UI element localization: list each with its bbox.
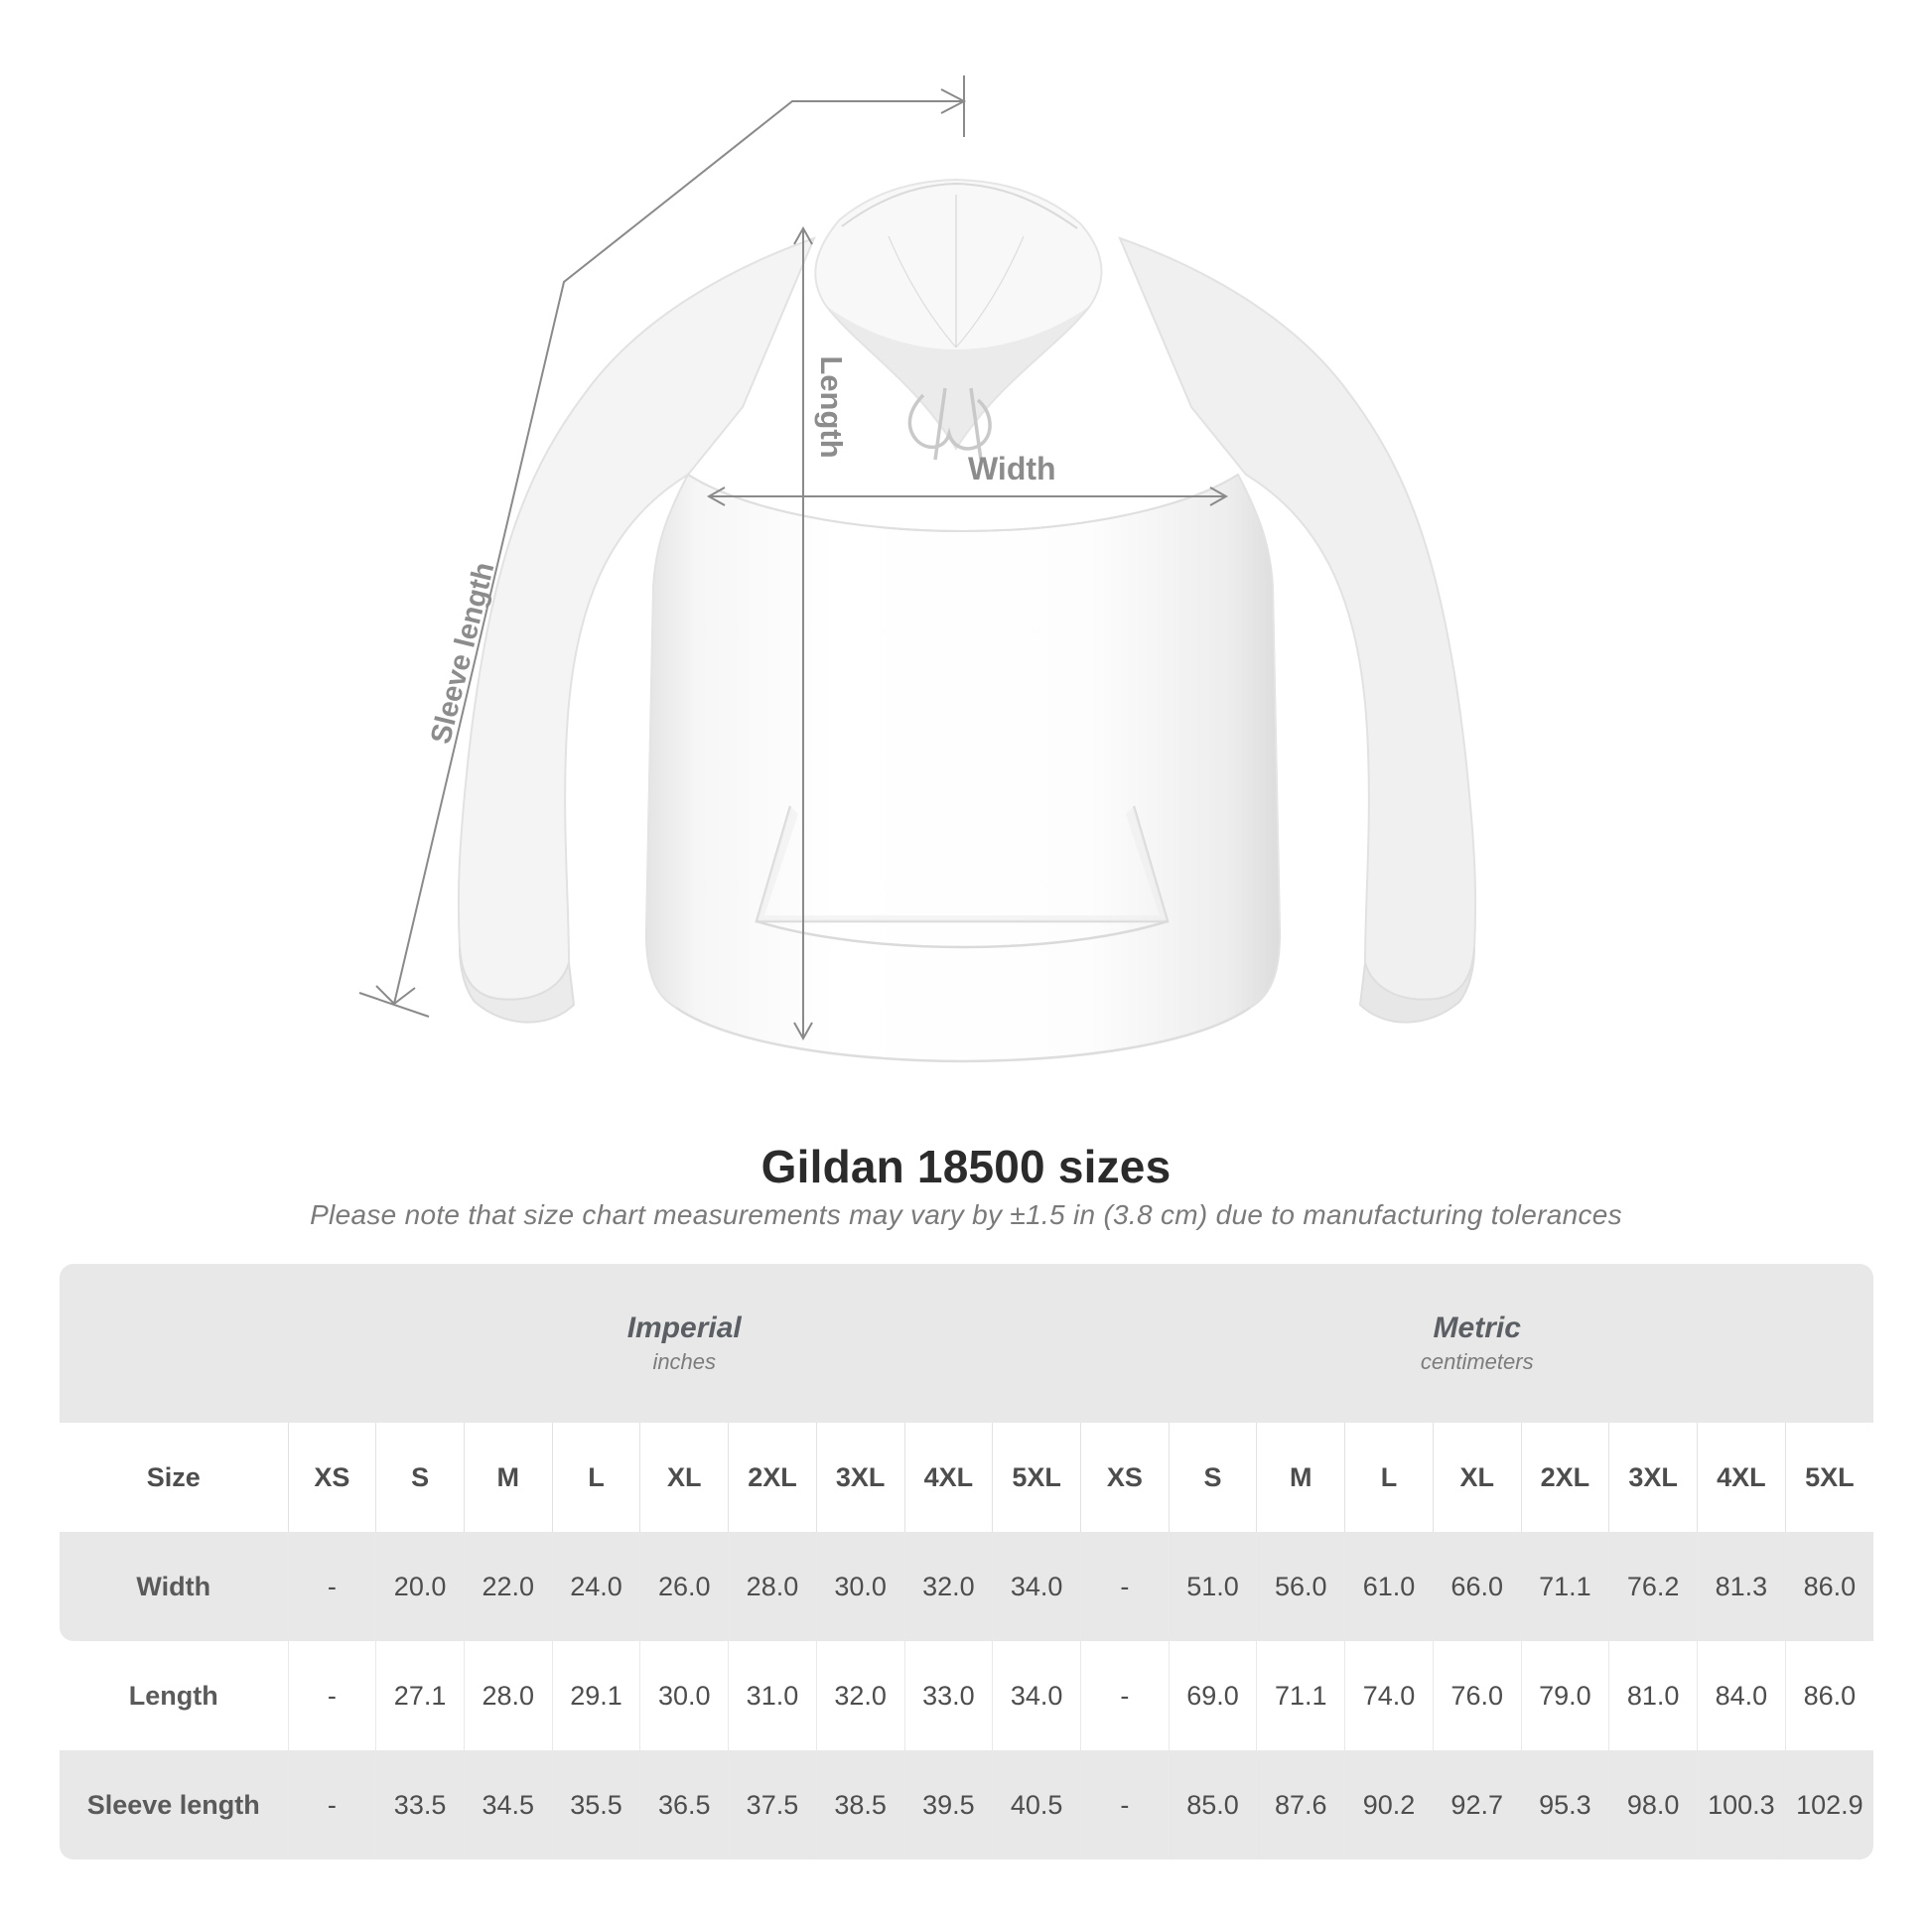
svg-text:Length: Length <box>814 355 849 458</box>
svg-text:Width: Width <box>968 451 1056 486</box>
